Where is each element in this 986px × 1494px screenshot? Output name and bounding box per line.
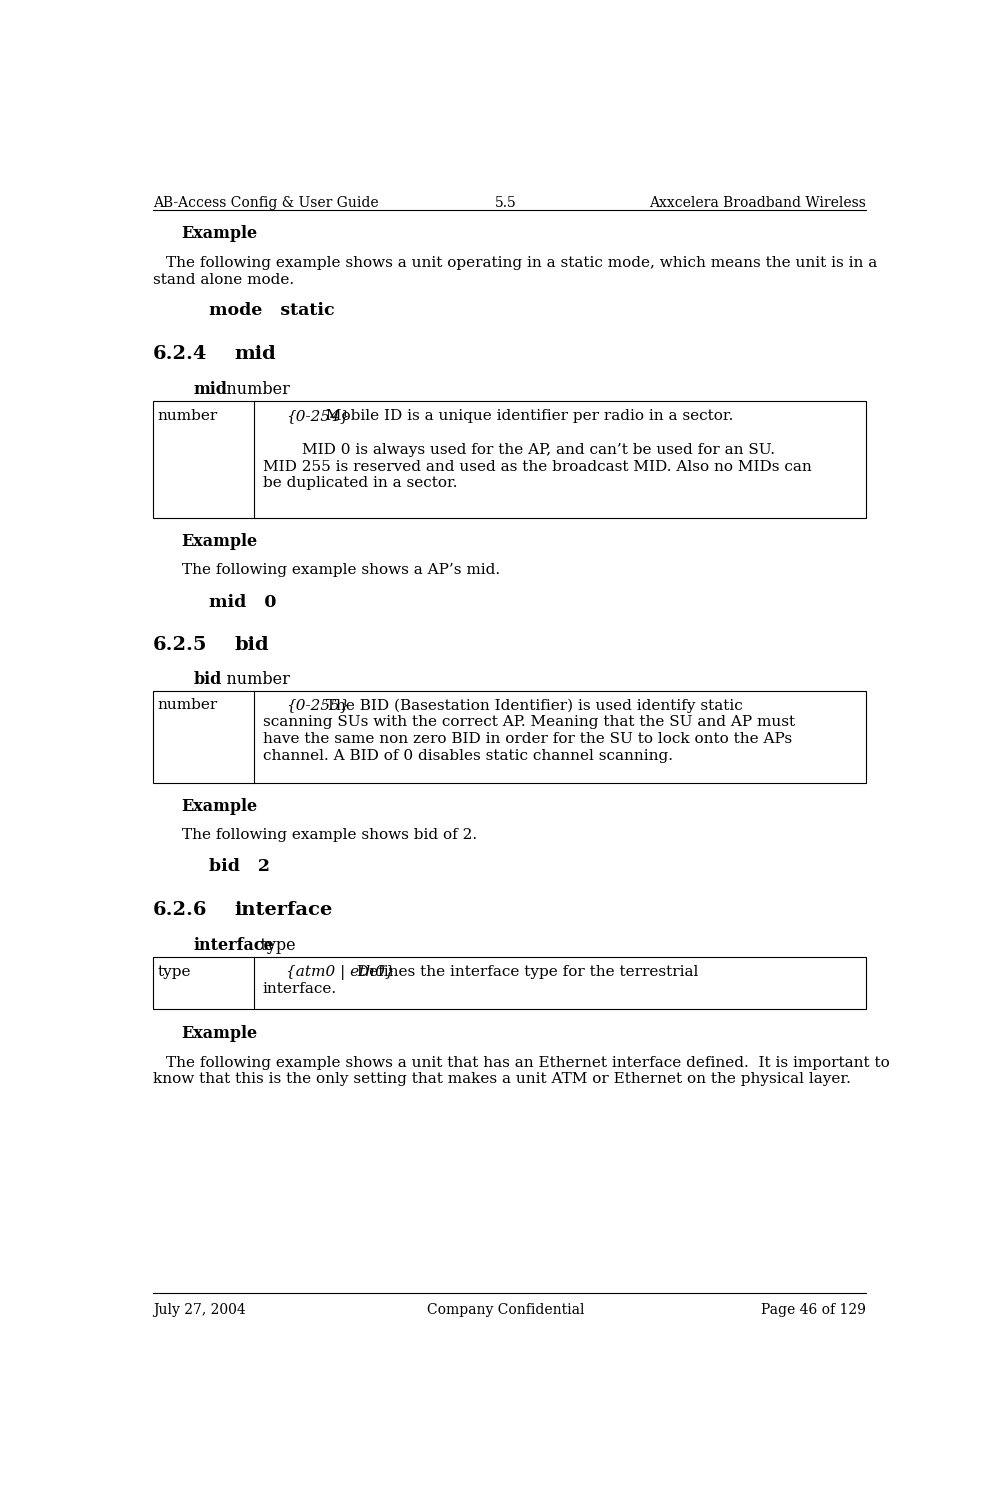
Text: interface: interface <box>193 937 273 955</box>
Text: The following example shows a unit operating in a static mode, which means the u: The following example shows a unit opera… <box>166 257 877 270</box>
Text: Example: Example <box>181 226 257 242</box>
Text: number: number <box>210 381 289 397</box>
Text: type: type <box>246 937 296 955</box>
Text: stand alone mode.: stand alone mode. <box>153 273 294 287</box>
Text: The following example shows bid of 2.: The following example shows bid of 2. <box>181 828 476 841</box>
Bar <box>153 958 865 1010</box>
Text: Defines the interface type for the terrestrial: Defines the interface type for the terre… <box>351 965 697 979</box>
Bar <box>153 690 865 783</box>
Text: Mobile ID is a unique identifier per radio in a sector.: Mobile ID is a unique identifier per rad… <box>321 409 733 423</box>
Text: The BID (Basestation Identifier) is used identify static: The BID (Basestation Identifier) is used… <box>321 698 742 713</box>
Text: interface: interface <box>234 901 332 919</box>
Text: be duplicated in a sector.: be duplicated in a sector. <box>262 477 457 490</box>
Text: July 27, 2004: July 27, 2004 <box>153 1303 246 1318</box>
Text: mid: mid <box>193 381 227 397</box>
Text: mid: mid <box>234 345 276 363</box>
Text: mode   static: mode static <box>208 302 334 320</box>
Text: bid: bid <box>234 636 268 654</box>
Text: 6.2.4: 6.2.4 <box>153 345 207 363</box>
Text: have the same non zero BID in order for the SU to lock onto the APs: have the same non zero BID in order for … <box>262 732 791 746</box>
Text: MID 255 is reserved and used as the broadcast MID. Also no MIDs can: MID 255 is reserved and used as the broa… <box>262 460 810 474</box>
Text: The following example shows a unit that has an Ethernet interface defined.  It i: The following example shows a unit that … <box>166 1056 888 1070</box>
Text: know that this is the only setting that makes a unit ATM or Ethernet on the phys: know that this is the only setting that … <box>153 1073 850 1086</box>
Text: {atm0 | eth0}: {atm0 | eth0} <box>286 965 394 980</box>
Text: number: number <box>210 671 289 687</box>
Text: channel. A BID of 0 disables static channel scanning.: channel. A BID of 0 disables static chan… <box>262 748 672 763</box>
Text: Example: Example <box>181 1025 257 1041</box>
Text: AB-Access Config & User Guide: AB-Access Config & User Guide <box>153 196 378 211</box>
Text: Axxcelera Broadband Wireless: Axxcelera Broadband Wireless <box>648 196 865 211</box>
Text: The following example shows a AP’s mid.: The following example shows a AP’s mid. <box>181 563 499 577</box>
Text: {0-254}: {0-254} <box>286 409 349 423</box>
Text: 6.2.5: 6.2.5 <box>153 636 207 654</box>
Text: bid: bid <box>193 671 221 687</box>
Text: interface.: interface. <box>262 982 336 995</box>
Text: 5.5: 5.5 <box>494 196 517 211</box>
Text: 6.2.6: 6.2.6 <box>153 901 207 919</box>
Text: Example: Example <box>181 798 257 816</box>
Text: Company Confidential: Company Confidential <box>427 1303 584 1318</box>
Text: Page 46 of 129: Page 46 of 129 <box>760 1303 865 1318</box>
Text: mid   0: mid 0 <box>208 593 276 611</box>
Text: number: number <box>158 409 218 423</box>
Text: type: type <box>158 965 190 979</box>
Text: MID 0 is always used for the AP, and can’t be used for an SU.: MID 0 is always used for the AP, and can… <box>262 442 774 457</box>
Text: scanning SUs with the correct AP. Meaning that the SU and AP must: scanning SUs with the correct AP. Meanin… <box>262 716 794 729</box>
Text: number: number <box>158 698 218 713</box>
Bar <box>153 400 865 518</box>
Text: {0-255}: {0-255} <box>286 698 349 713</box>
Text: bid   2: bid 2 <box>208 859 269 875</box>
Text: Example: Example <box>181 533 257 550</box>
